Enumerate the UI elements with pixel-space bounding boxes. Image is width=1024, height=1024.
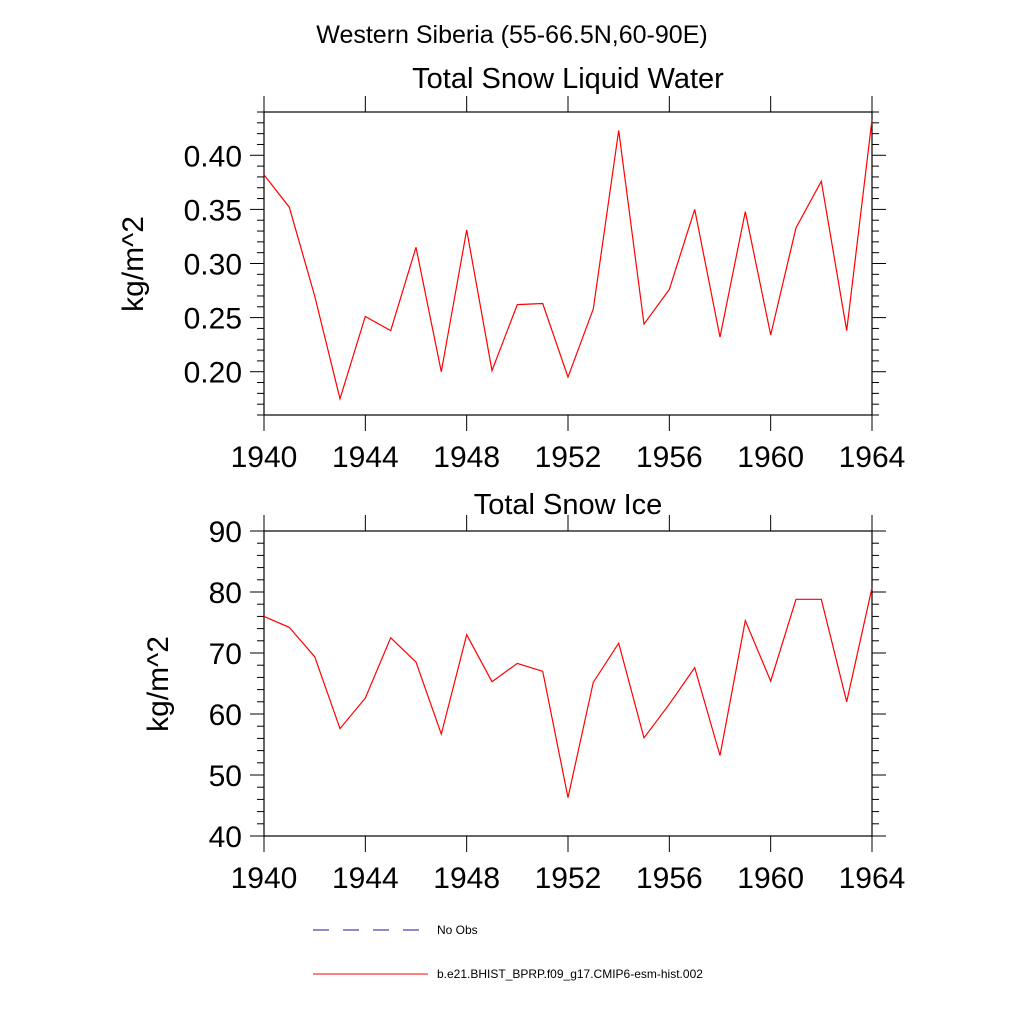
x-tick-label: 1960 xyxy=(737,862,804,895)
x-tick-label: 1952 xyxy=(535,441,602,474)
plot-frame xyxy=(263,111,873,416)
panel-snow-liquid-water: Total Snow Liquid Water kg/m^2 1940 1944 1… xyxy=(117,63,905,474)
chart-suptitle: Western Siberia (55-66.5N,60-90E) xyxy=(316,21,707,49)
y-tick-label: 0.30 xyxy=(184,249,242,282)
x-tick-label: 1960 xyxy=(737,441,804,474)
x-tick-label: 1944 xyxy=(332,862,399,895)
panel-snow-ice: Total Snow Ice kg/m^2 1940 1944 1948 1952 19… xyxy=(142,489,905,895)
y-axis-label: kg/m^2 xyxy=(142,636,175,732)
legend: No Obs b.e21.BHIST_BPRP.f09_g17.CMIP6-es… xyxy=(313,923,703,981)
legend-label-model: b.e21.BHIST_BPRP.f09_g17.CMIP6-esm-hist.… xyxy=(437,967,703,981)
panel-title: Total Snow Liquid Water xyxy=(412,63,724,95)
y-tick-label: 0.20 xyxy=(184,357,242,390)
y-tick-label: 50 xyxy=(209,760,242,793)
y-tick-label: 70 xyxy=(209,638,242,671)
x-tick-label: 1964 xyxy=(839,862,906,895)
plot-frame xyxy=(263,530,873,837)
legend-label-no-obs: No Obs xyxy=(437,923,478,937)
x-tick-label: 1948 xyxy=(433,862,500,895)
x-tick-label: 1952 xyxy=(535,862,602,895)
x-tick-label: 1956 xyxy=(636,862,703,895)
x-tick-label: 1940 xyxy=(231,862,298,895)
x-tick-label: 1964 xyxy=(839,441,906,474)
y-axis-label: kg/m^2 xyxy=(117,216,150,312)
x-tick-label: 1956 xyxy=(636,441,703,474)
y-tick-label: 0.25 xyxy=(184,303,242,336)
y-tick-label: 80 xyxy=(209,577,242,610)
series-line xyxy=(263,119,873,402)
y-tick-label: 0.40 xyxy=(184,140,242,173)
y-tick-label: 0.35 xyxy=(184,194,242,227)
series-line xyxy=(263,587,873,798)
x-tick-label: 1948 xyxy=(433,441,500,474)
y-tick-label: 40 xyxy=(209,821,242,854)
x-tick-label: 1940 xyxy=(231,441,298,474)
x-tick-label: 1944 xyxy=(332,441,399,474)
y-tick-label: 60 xyxy=(209,699,242,732)
y-tick-label: 90 xyxy=(209,516,242,549)
